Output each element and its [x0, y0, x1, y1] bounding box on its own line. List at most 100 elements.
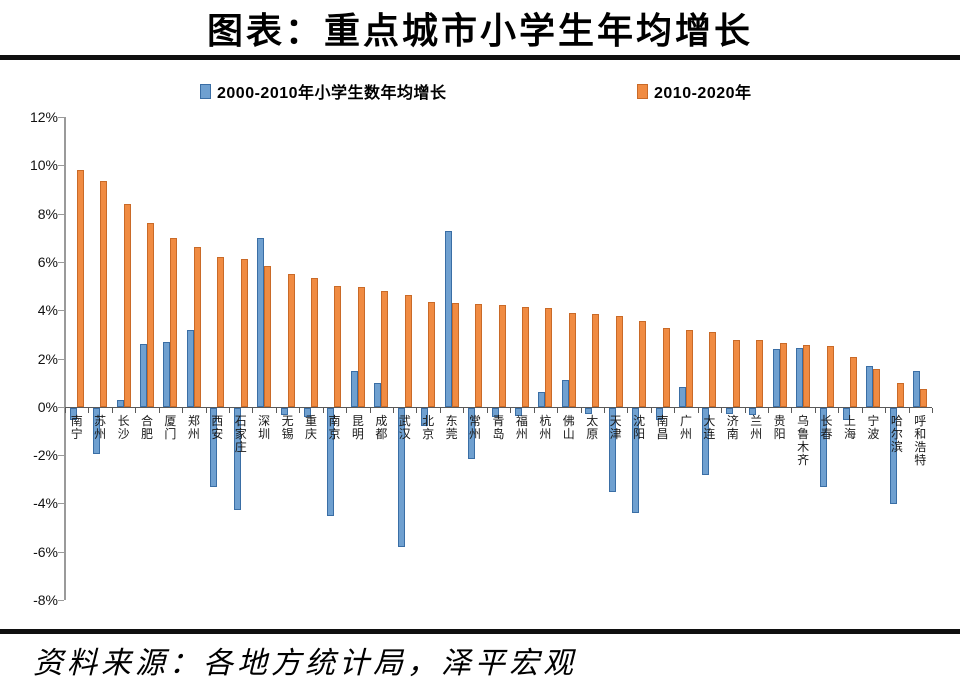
- orange-bar-22[interactable]: [568, 312, 576, 407]
- orange-bar-13[interactable]: [357, 287, 365, 407]
- x-axis-line: [65, 406, 932, 408]
- x-axis-tick: [885, 407, 887, 413]
- x-axis-tick: [158, 407, 160, 413]
- blue-bar-11[interactable]: [304, 407, 312, 418]
- source-note: 资料来源：各地方统计局，泽平宏观: [33, 647, 577, 680]
- orange-bar-37[interactable]: [920, 388, 928, 407]
- x-axis-tick: [932, 407, 933, 413]
- orange-bar-9[interactable]: [264, 265, 272, 407]
- orange-bar-27[interactable]: [685, 329, 693, 407]
- orange-bar-11[interactable]: [311, 277, 319, 407]
- orange-bar-1[interactable]: [76, 170, 84, 407]
- orange-bar-4[interactable]: [147, 223, 154, 407]
- blue-bar-29[interactable]: [725, 407, 733, 414]
- blue-bar-24[interactable]: [608, 407, 616, 493]
- orange-bar-20[interactable]: [521, 306, 529, 407]
- orange-bar-10[interactable]: [287, 273, 295, 407]
- blue-bar-9[interactable]: [257, 237, 265, 407]
- x-axis-city-label: 厦门: [164, 413, 177, 441]
- blue-bar-18[interactable]: [468, 407, 476, 459]
- orange-bar-25[interactable]: [639, 321, 647, 407]
- x-axis-city-label: 西安: [211, 413, 224, 441]
- blue-bar-6[interactable]: [186, 329, 194, 407]
- orange-bar-31[interactable]: [779, 342, 787, 407]
- orange-bar-15[interactable]: [404, 294, 412, 407]
- blue-bar-17[interactable]: [444, 230, 452, 407]
- blue-bar-32[interactable]: [796, 347, 804, 407]
- orange-bar-5[interactable]: [170, 237, 178, 407]
- orange-bar-6[interactable]: [193, 247, 201, 407]
- orange-bar-36[interactable]: [896, 382, 904, 407]
- blue-bar-7[interactable]: [210, 407, 218, 488]
- orange-bar-26[interactable]: [662, 328, 670, 407]
- blue-bar-31[interactable]: [772, 348, 780, 407]
- y-axis-tick: [58, 117, 64, 118]
- blue-bar-23[interactable]: [585, 407, 593, 414]
- y-axis-tick: [58, 455, 64, 457]
- orange-bar-12[interactable]: [334, 286, 342, 407]
- chart-title: 图表：重点城市小学生年均增长: [206, 11, 753, 51]
- blue-bar-12[interactable]: [327, 407, 335, 517]
- blue-bar-3[interactable]: [116, 399, 124, 407]
- x-axis-city-label: 苏州: [94, 413, 107, 441]
- orange-bar-8[interactable]: [240, 259, 248, 407]
- orange-bar-33[interactable]: [826, 346, 834, 407]
- blue-bar-10[interactable]: [280, 407, 288, 416]
- orange-bar-32[interactable]: [803, 345, 811, 407]
- blue-bar-16[interactable]: [421, 407, 429, 426]
- orange-bar-17[interactable]: [451, 302, 459, 407]
- x-axis-tick: [838, 407, 840, 413]
- orange-bar-24[interactable]: [615, 316, 623, 407]
- orange-bar-2[interactable]: [100, 180, 108, 407]
- orange-bar-14[interactable]: [381, 290, 389, 407]
- blue-bar-26[interactable]: [655, 407, 663, 420]
- y-axis-tick: [58, 551, 64, 553]
- y-axis-tick: [58, 358, 64, 360]
- blue-bar-27[interactable]: [678, 387, 686, 407]
- y-axis-tick: [58, 406, 64, 408]
- x-axis-tick: [557, 407, 559, 413]
- blue-bar-4[interactable]: [140, 344, 147, 407]
- y-axis-label: 0%: [37, 398, 58, 415]
- blue-bar-34[interactable]: [842, 407, 850, 420]
- blue-bar-35[interactable]: [866, 365, 874, 407]
- legend-label-2000-2010: 2000-2010年小学生数年均增长: [217, 85, 447, 102]
- blue-bar-13[interactable]: [350, 370, 358, 407]
- x-axis-tick: [439, 407, 441, 413]
- blue-bar-25[interactable]: [632, 407, 640, 513]
- x-axis-tick: [322, 407, 324, 413]
- orange-bar-23[interactable]: [592, 313, 600, 407]
- x-axis-city-label: 石家庄: [234, 413, 247, 454]
- blue-bar-33[interactable]: [819, 407, 827, 488]
- orange-bar-16[interactable]: [428, 301, 436, 407]
- x-axis-tick: [205, 407, 207, 413]
- orange-bar-34[interactable]: [849, 357, 857, 407]
- orange-bar-3[interactable]: [123, 203, 131, 407]
- blue-bar-30[interactable]: [749, 407, 757, 416]
- orange-bar-35[interactable]: [873, 369, 881, 407]
- blue-bar-36[interactable]: [889, 407, 897, 505]
- blue-bar-28[interactable]: [702, 407, 710, 476]
- orange-bar-18[interactable]: [475, 304, 483, 407]
- blue-bar-22[interactable]: [561, 380, 569, 407]
- legend-swatch-blue: [200, 83, 211, 99]
- blue-bar-8[interactable]: [233, 407, 241, 511]
- blue-bar-5[interactable]: [163, 341, 171, 407]
- blue-bar-37[interactable]: [913, 370, 921, 407]
- blue-bar-20[interactable]: [514, 407, 522, 417]
- blue-bar-14[interactable]: [374, 382, 382, 407]
- x-axis-city-label: 宁波: [867, 413, 880, 441]
- orange-bar-30[interactable]: [756, 340, 764, 407]
- blue-bar-21[interactable]: [538, 392, 546, 407]
- blue-bar-19[interactable]: [491, 407, 499, 418]
- x-axis-city-label: 杭州: [539, 413, 552, 441]
- orange-bar-19[interactable]: [498, 305, 506, 407]
- orange-bar-29[interactable]: [732, 340, 740, 407]
- blue-bar-1[interactable]: [69, 407, 77, 420]
- orange-bar-28[interactable]: [709, 331, 717, 407]
- x-axis-city-label: 呼和浩特: [914, 413, 927, 467]
- orange-bar-21[interactable]: [545, 307, 553, 407]
- orange-bar-7[interactable]: [217, 257, 225, 407]
- blue-bar-2[interactable]: [93, 407, 101, 454]
- blue-bar-15[interactable]: [397, 407, 405, 547]
